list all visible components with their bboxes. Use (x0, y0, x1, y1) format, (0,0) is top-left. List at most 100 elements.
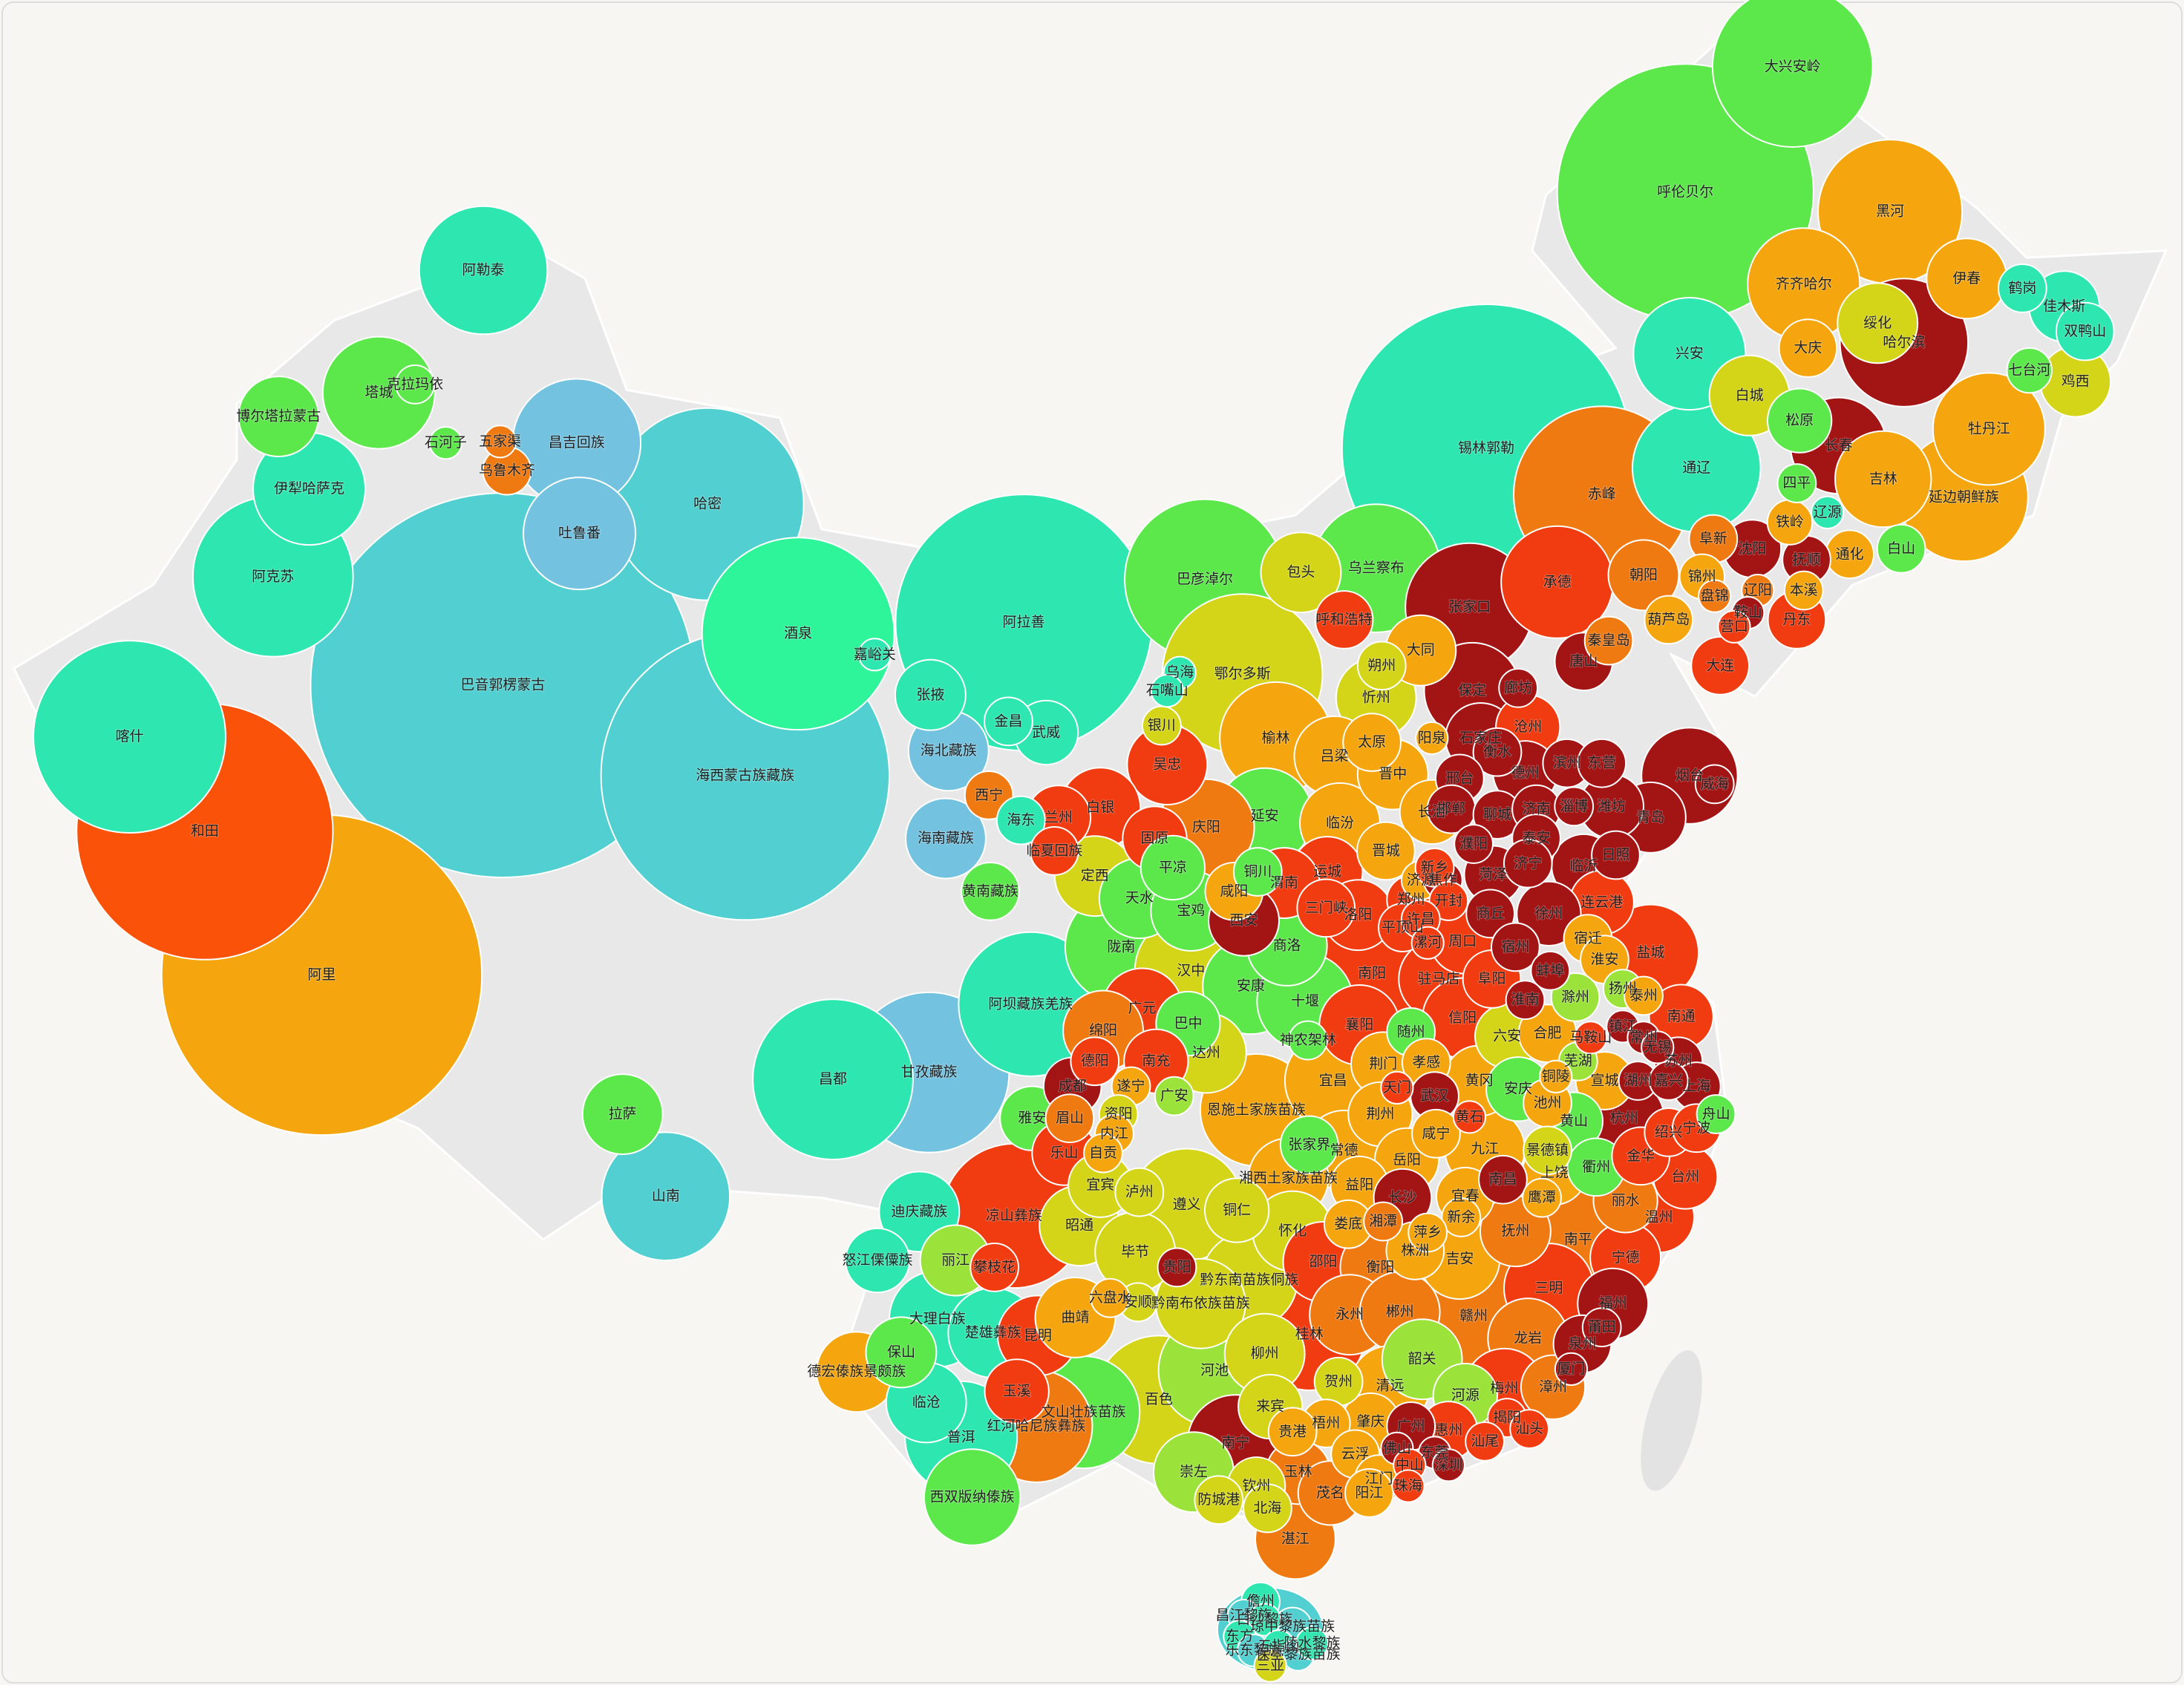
region-label: 济宁 (1514, 855, 1542, 871)
region-label: 扬州 (1609, 981, 1637, 997)
region-label: 衡阳 (1366, 1259, 1394, 1275)
region-label: 烟台 (1675, 768, 1704, 784)
region-label: 陵水黎族 (1284, 1635, 1340, 1652)
region (418, 205, 549, 336)
region-label: 邯郸 (1437, 801, 1465, 817)
region-label: 黄山 (1560, 1113, 1588, 1129)
region-label: 武威 (1032, 724, 1060, 740)
region-label: 益阳 (1345, 1177, 1373, 1193)
region-label: 盘锦 (1701, 588, 1729, 604)
region-label: 梧州 (1312, 1415, 1340, 1431)
region-label: 珠海 (1394, 1477, 1422, 1493)
region-label: 泰州 (1629, 987, 1658, 1004)
region-label: 宜昌 (1319, 1072, 1347, 1088)
region-label: 上海 (1682, 1078, 1710, 1094)
region-label: 大兴安岭 (1765, 59, 1821, 75)
region-label: 唐山 (1569, 653, 1598, 670)
region-label: 岳阳 (1393, 1151, 1421, 1168)
region-label: 阳泉 (1418, 730, 1446, 746)
region (1690, 636, 1750, 696)
region (1648, 1061, 1689, 1101)
region-label: 德州 (1511, 765, 1540, 781)
region-label: 太原 (1358, 734, 1386, 750)
region-label: 黑河 (1876, 203, 1904, 220)
region-label: 襄阳 (1345, 1016, 1373, 1033)
region-label: 阿里 (307, 966, 336, 983)
region-label: 临沂 (1569, 858, 1598, 874)
region (984, 696, 1033, 747)
region-label: 白银 (1086, 799, 1114, 816)
region-label: 宜宾 (1086, 1177, 1114, 1193)
region-label: 日照 (1601, 847, 1629, 863)
region-label: 湘潭 (1369, 1213, 1397, 1229)
region (1834, 430, 1932, 529)
region (752, 998, 914, 1160)
region (1698, 579, 1732, 613)
region-label: 阿克苏 (252, 568, 294, 584)
region-label: 葫芦岛 (1647, 611, 1690, 627)
region-label: 海北藏族 (921, 742, 977, 759)
region-label: 吴忠 (1153, 756, 1181, 773)
region (1157, 1247, 1197, 1288)
region-label: 临夏回族 (1026, 842, 1082, 859)
region-label: 忻州 (1362, 690, 1390, 706)
region-label: 淮安 (1590, 951, 1618, 967)
region (1083, 1133, 1123, 1174)
region-label: 深圳 (1434, 1456, 1462, 1473)
region-label: 长治 (1418, 803, 1446, 819)
region (483, 425, 517, 459)
region (523, 477, 637, 591)
region-label: 普洱 (947, 1429, 975, 1445)
region-label: 揭阳 (1493, 1410, 1521, 1426)
region-label: 包头 (1286, 564, 1315, 580)
region-label: 厦门 (1557, 1361, 1585, 1377)
region-label: 昌江黎族 (1216, 1607, 1272, 1623)
region-label: 百色 (1145, 1391, 1173, 1407)
region-label: 哈密 (693, 496, 722, 512)
region-label: 松原 (1785, 412, 1814, 428)
region-label: 白沙黎族 (1237, 1612, 1293, 1628)
region-label: 晋中 (1379, 766, 1407, 782)
region-label: 南阳 (1358, 965, 1386, 981)
region-label: 菏泽 (1479, 866, 1507, 883)
region-label: 湛江 (1281, 1531, 1310, 1547)
region-label: 绵阳 (1089, 1022, 1117, 1038)
region-label: 南宁 (1221, 1434, 1249, 1450)
region (1411, 1108, 1461, 1159)
region-label: 常德 (1330, 1142, 1359, 1158)
region-label: 娄底 (1334, 1216, 1362, 1232)
region-label: 嘉峪关 (854, 646, 896, 662)
region-label: 来宾 (1256, 1398, 1284, 1415)
region-label: 铁岭 (1776, 514, 1804, 530)
region-label: 平凉 (1159, 859, 1187, 875)
region (1295, 1626, 1330, 1661)
region-label: 塔城 (364, 385, 393, 401)
region-label: 阜阳 (1477, 971, 1505, 987)
region-label: 克拉玛依 (387, 376, 443, 392)
region (1243, 1483, 1292, 1534)
region (1044, 1093, 1095, 1144)
region-label: 定西 (1081, 868, 1109, 884)
region-label: 梅州 (1490, 1380, 1518, 1396)
region (1876, 523, 1926, 574)
region-label: 文山壮族苗族 (1042, 1404, 1126, 1420)
region-label: 凉山彝族 (986, 1207, 1042, 1223)
region-label: 丽江 (941, 1252, 970, 1269)
region-label: 神农架林 (1280, 1032, 1336, 1048)
region (1454, 824, 1494, 864)
region-label: 内江 (1100, 1125, 1128, 1142)
region-label: 石河子 (425, 434, 467, 451)
region-label: 河源 (1451, 1387, 1480, 1404)
region (1811, 495, 1845, 530)
region (1407, 1212, 1448, 1253)
region-label: 十堰 (1291, 993, 1319, 1010)
region (1591, 830, 1641, 880)
region (1296, 878, 1356, 938)
region-label: 南昌 (1488, 1171, 1517, 1188)
region-label: 玉溪 (1003, 1383, 1031, 1399)
region-label: 铜川 (1243, 863, 1272, 880)
region-label: 安庆 (1504, 1081, 1532, 1097)
region-label: 河池 (1200, 1362, 1229, 1378)
region-label: 临汾 (1326, 814, 1354, 831)
region-label: 钦州 (1242, 1477, 1270, 1493)
